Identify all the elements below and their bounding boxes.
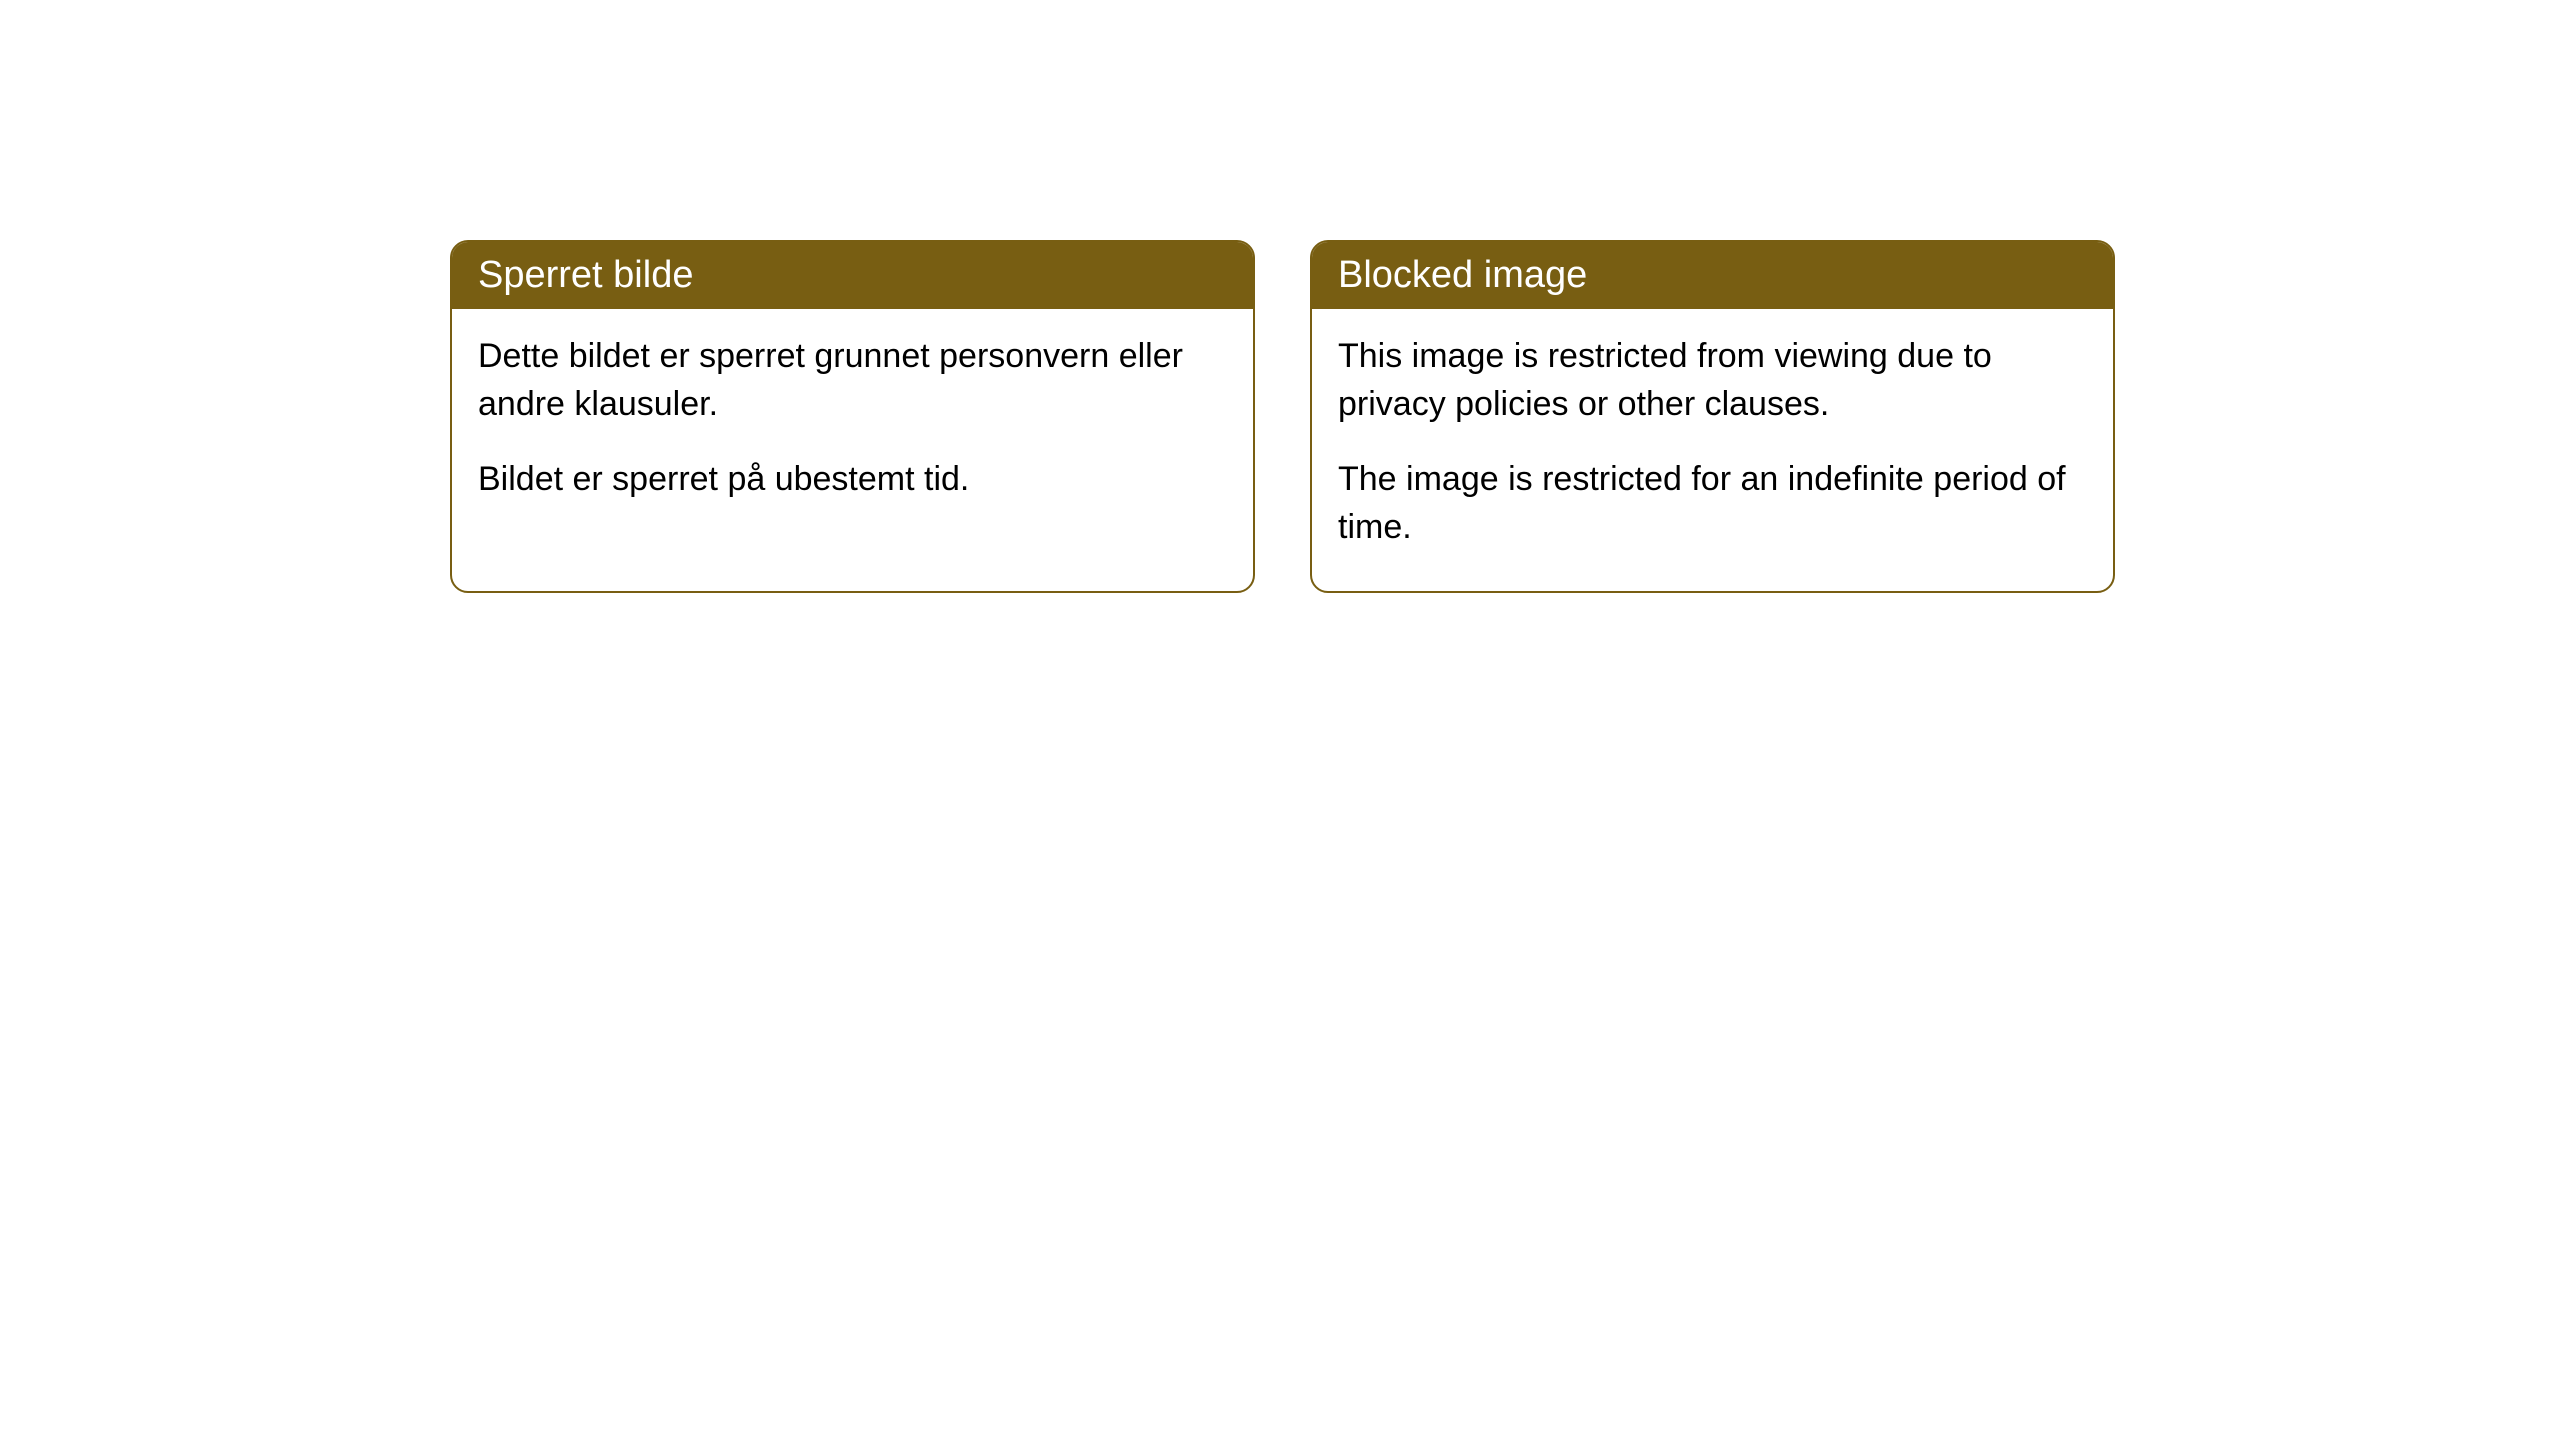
card-paragraph: Dette bildet er sperret grunnet personve… [478, 333, 1227, 428]
card-header: Sperret bilde [452, 242, 1253, 309]
card-body: Dette bildet er sperret grunnet personve… [452, 309, 1253, 544]
card-paragraph: Bildet er sperret på ubestemt tid. [478, 456, 1227, 504]
notice-cards-container: Sperret bilde Dette bildet er sperret gr… [450, 240, 2560, 593]
card-title: Blocked image [1338, 254, 1587, 296]
notice-card-norwegian: Sperret bilde Dette bildet er sperret gr… [450, 240, 1255, 593]
card-header: Blocked image [1312, 242, 2113, 309]
card-body: This image is restricted from viewing du… [1312, 309, 2113, 591]
card-paragraph: The image is restricted for an indefinit… [1338, 456, 2087, 551]
card-paragraph: This image is restricted from viewing du… [1338, 333, 2087, 428]
card-title: Sperret bilde [478, 254, 693, 296]
notice-card-english: Blocked image This image is restricted f… [1310, 240, 2115, 593]
